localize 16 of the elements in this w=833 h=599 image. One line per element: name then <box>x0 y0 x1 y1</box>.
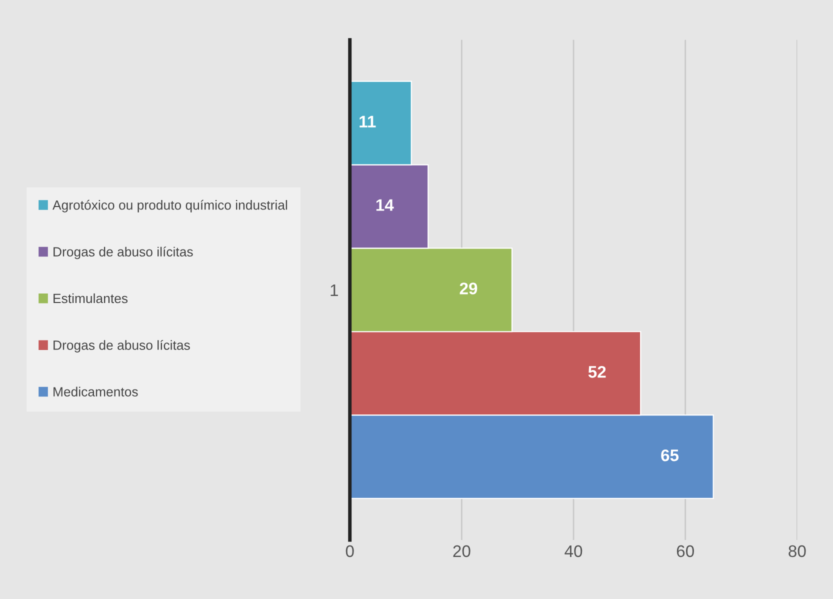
x-tick-label: 60 <box>676 545 694 558</box>
data-label: 11 <box>360 116 376 128</box>
data-label: 29 <box>460 282 478 294</box>
legend-label: Drogas de abuso lícitas <box>54 340 190 352</box>
x-tick-label: 40 <box>564 545 582 558</box>
data-label: 14 <box>376 199 394 211</box>
x-tick-label: 80 <box>788 545 806 558</box>
data-label: 52 <box>588 366 606 378</box>
x-tick-label: 0 <box>346 545 354 558</box>
legend-label: Estimulantes <box>54 293 128 304</box>
data-label: 65 <box>661 449 679 462</box>
x-tick-label: 20 <box>453 545 470 558</box>
legend-label: Medicamentos <box>54 386 138 396</box>
legend-label: Agrotóxico ou produto químico industrial <box>52 200 288 212</box>
legend-label: Drogas de abuso ilícitas <box>54 246 193 260</box>
y-tick-label: 1 <box>330 284 338 296</box>
